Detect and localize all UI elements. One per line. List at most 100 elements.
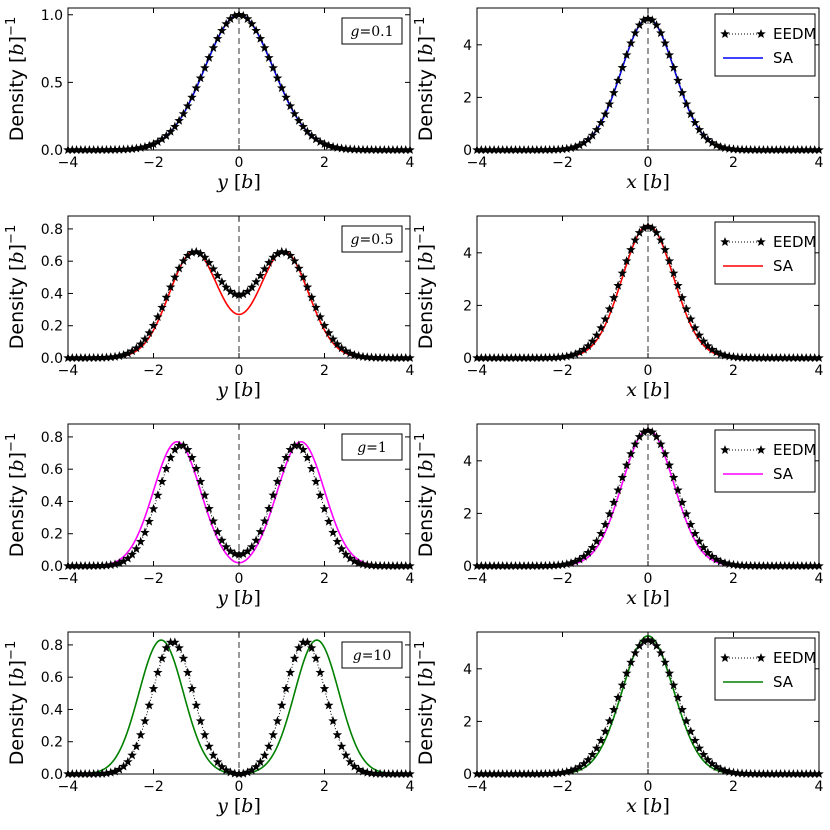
eedm-point	[574, 347, 585, 357]
eedm-point	[715, 556, 726, 566]
eedm-point	[349, 556, 360, 566]
x-axis-label: x [b]	[626, 795, 670, 817]
eedm-point	[140, 527, 150, 537]
eedm-point	[383, 768, 394, 779]
y-tick-label: 0	[463, 351, 472, 367]
x-axis-var: y	[216, 587, 228, 609]
eedm-point	[711, 761, 722, 771]
legend-sa-label: SA	[773, 673, 794, 691]
eedm-point	[681, 99, 692, 109]
x-axis-unit: b	[241, 587, 253, 609]
eedm-point	[758, 768, 769, 779]
y-tick-label: 0	[463, 559, 472, 575]
eedm-point	[609, 292, 619, 302]
x-tick-label: 0	[235, 155, 244, 171]
eedm-point	[144, 328, 154, 338]
eedm-point	[131, 741, 142, 751]
eedm-point	[315, 136, 325, 146]
eedm-point	[613, 280, 623, 290]
y-tick-label: 4	[463, 662, 472, 678]
eedm-point	[694, 124, 705, 134]
x-axis-var: x	[626, 795, 637, 817]
eedm-point	[93, 352, 103, 362]
eedm-point	[694, 536, 705, 546]
y-axis-label-exp: −1	[413, 225, 428, 244]
eedm-point	[587, 130, 598, 140]
eedm-point	[123, 756, 133, 766]
eedm-point	[651, 20, 662, 30]
x-tick-label: −2	[143, 571, 164, 587]
x-tick-label: 0	[235, 779, 244, 795]
eedm-point	[212, 33, 223, 43]
eedm-point	[711, 140, 722, 150]
eedm-point	[311, 653, 321, 663]
eedm-point	[123, 348, 133, 358]
eedm-point	[375, 144, 385, 155]
eedm-point	[311, 302, 321, 312]
legend-eedm-star	[720, 237, 730, 247]
eedm-point	[544, 352, 555, 362]
x-axis-label: y [b]	[216, 795, 261, 817]
eedm-point	[251, 761, 261, 771]
y-tick-label: 0.6	[41, 670, 63, 686]
x-tick-label: −2	[552, 571, 573, 587]
eedm-point	[161, 463, 172, 473]
eedm-point	[583, 547, 593, 557]
eedm-point	[165, 452, 176, 462]
eedm-point	[153, 312, 163, 322]
eedm-point	[200, 62, 210, 73]
eedm-point	[621, 460, 632, 470]
eedm-point	[298, 637, 308, 647]
x-tick-label: 2	[729, 155, 738, 171]
y-tick-label: 0.8	[41, 430, 63, 446]
eedm-point	[285, 250, 296, 260]
eedm-point	[553, 352, 563, 362]
eedm-point	[754, 560, 764, 570]
eedm-point	[685, 726, 696, 736]
eedm-point	[362, 767, 373, 777]
x-axis-bracket-close: ]	[662, 795, 669, 817]
x-tick-label: 0	[644, 155, 653, 171]
eedm-point	[208, 750, 219, 760]
eedm-point	[306, 292, 317, 302]
x-axis-bracket-close: ]	[253, 171, 260, 193]
y-tick-label: 0.0	[41, 351, 63, 367]
eedm-point	[204, 257, 214, 267]
eedm-point	[285, 444, 296, 454]
y-axis-label-exp: −1	[4, 225, 19, 244]
y-axis-label-exp: −1	[413, 641, 428, 660]
eedm-point	[591, 330, 602, 340]
eedm-point	[703, 134, 713, 144]
eedm-point	[148, 320, 159, 330]
x-tick-label: 2	[320, 155, 329, 171]
eedm-point	[617, 472, 628, 482]
x-tick-label: 4	[406, 779, 415, 795]
eedm-point	[170, 121, 180, 131]
x-tick-label: −4	[467, 155, 488, 171]
eedm-point	[596, 117, 606, 127]
eedm-point	[255, 526, 266, 536]
eedm-point	[255, 757, 266, 767]
eedm-point	[174, 263, 184, 273]
y-axis-label-text: Density [	[415, 680, 437, 766]
legend-box	[714, 637, 816, 701]
eedm-point	[707, 551, 717, 561]
annotation-box	[341, 433, 403, 461]
eedm-point	[638, 427, 649, 437]
eedm-point	[294, 263, 304, 273]
eedm-point	[754, 768, 764, 778]
eedm-point	[264, 741, 274, 751]
eedm-point	[698, 749, 709, 759]
eedm-point	[536, 144, 546, 155]
y-axis-label-unit: b	[415, 459, 437, 471]
eedm-point	[737, 560, 747, 570]
eedm-point	[532, 352, 542, 363]
eedm-point	[234, 290, 244, 300]
eedm-point	[289, 440, 300, 450]
eedm-point	[741, 560, 752, 570]
eedm-point	[221, 541, 231, 551]
eedm-point	[251, 535, 261, 545]
eedm-point	[97, 560, 107, 570]
x-tick-label: −4	[467, 571, 488, 587]
